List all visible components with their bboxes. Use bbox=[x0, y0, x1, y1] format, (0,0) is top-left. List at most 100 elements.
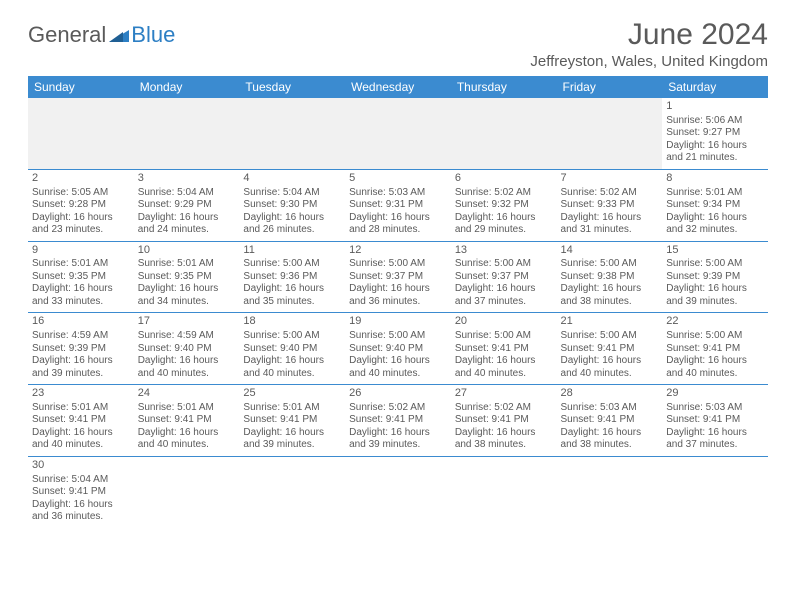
calendar-week-row: 2Sunrise: 5:05 AMSunset: 9:28 PMDaylight… bbox=[28, 169, 768, 241]
day-number: 3 bbox=[138, 172, 236, 186]
day-number: 26 bbox=[349, 387, 447, 401]
sunset-text: Sunset: 9:27 PM bbox=[666, 127, 764, 140]
sunset-text: Sunset: 9:41 PM bbox=[666, 414, 764, 427]
day-cell: 2Sunrise: 5:05 AMSunset: 9:28 PMDaylight… bbox=[28, 169, 134, 241]
daylight-text: Daylight: 16 hours and 39 minutes. bbox=[349, 427, 447, 452]
title-block: June 2024 Jeffreyston, Wales, United Kin… bbox=[530, 18, 768, 70]
calendar-week-row: 9Sunrise: 5:01 AMSunset: 9:35 PMDaylight… bbox=[28, 241, 768, 313]
daylight-text: Daylight: 16 hours and 29 minutes. bbox=[455, 212, 553, 237]
daylight-text: Daylight: 16 hours and 33 minutes. bbox=[32, 283, 130, 308]
brand-part1: General bbox=[28, 22, 106, 48]
sunrise-text: Sunrise: 5:06 AM bbox=[666, 115, 764, 128]
day-number: 7 bbox=[561, 172, 659, 186]
sunset-text: Sunset: 9:31 PM bbox=[349, 199, 447, 212]
day-number: 16 bbox=[32, 315, 130, 329]
sunset-text: Sunset: 9:30 PM bbox=[243, 199, 341, 212]
day-cell: 28Sunrise: 5:03 AMSunset: 9:41 PMDayligh… bbox=[557, 385, 663, 457]
day-number: 10 bbox=[138, 244, 236, 258]
sunset-text: Sunset: 9:36 PM bbox=[243, 271, 341, 284]
day-cell: 11Sunrise: 5:00 AMSunset: 9:36 PMDayligh… bbox=[239, 241, 345, 313]
day-cell: 29Sunrise: 5:03 AMSunset: 9:41 PMDayligh… bbox=[662, 385, 768, 457]
weekday-header-cell: Tuesday bbox=[239, 76, 345, 98]
sunset-text: Sunset: 9:41 PM bbox=[666, 343, 764, 356]
brand-logo: General Blue bbox=[28, 22, 175, 48]
daylight-text: Daylight: 16 hours and 36 minutes. bbox=[349, 283, 447, 308]
sunrise-text: Sunrise: 5:00 AM bbox=[455, 330, 553, 343]
weekday-header: SundayMondayTuesdayWednesdayThursdayFrid… bbox=[28, 76, 768, 98]
day-cell: 14Sunrise: 5:00 AMSunset: 9:38 PMDayligh… bbox=[557, 241, 663, 313]
day-number: 25 bbox=[243, 387, 341, 401]
sunrise-text: Sunrise: 5:03 AM bbox=[349, 187, 447, 200]
empty-cell bbox=[451, 456, 557, 527]
day-number: 22 bbox=[666, 315, 764, 329]
day-cell: 7Sunrise: 5:02 AMSunset: 9:33 PMDaylight… bbox=[557, 169, 663, 241]
day-number: 30 bbox=[32, 459, 130, 473]
sunrise-text: Sunrise: 5:02 AM bbox=[349, 402, 447, 415]
empty-cell bbox=[239, 456, 345, 527]
sunset-text: Sunset: 9:38 PM bbox=[561, 271, 659, 284]
calendar-week-row: 23Sunrise: 5:01 AMSunset: 9:41 PMDayligh… bbox=[28, 385, 768, 457]
sunrise-text: Sunrise: 5:00 AM bbox=[666, 330, 764, 343]
day-number: 29 bbox=[666, 387, 764, 401]
sunset-text: Sunset: 9:39 PM bbox=[666, 271, 764, 284]
day-cell: 8Sunrise: 5:01 AMSunset: 9:34 PMDaylight… bbox=[662, 169, 768, 241]
day-number: 17 bbox=[138, 315, 236, 329]
empty-cell bbox=[345, 456, 451, 527]
sunrise-text: Sunrise: 5:01 AM bbox=[243, 402, 341, 415]
sunrise-text: Sunrise: 5:00 AM bbox=[349, 258, 447, 271]
day-cell: 21Sunrise: 5:00 AMSunset: 9:41 PMDayligh… bbox=[557, 313, 663, 385]
day-number: 27 bbox=[455, 387, 553, 401]
daylight-text: Daylight: 16 hours and 40 minutes. bbox=[243, 355, 341, 380]
sunrise-text: Sunrise: 5:00 AM bbox=[243, 330, 341, 343]
day-number: 24 bbox=[138, 387, 236, 401]
sunrise-text: Sunrise: 5:01 AM bbox=[138, 402, 236, 415]
day-number: 20 bbox=[455, 315, 553, 329]
day-cell: 25Sunrise: 5:01 AMSunset: 9:41 PMDayligh… bbox=[239, 385, 345, 457]
sunset-text: Sunset: 9:41 PM bbox=[138, 414, 236, 427]
day-number: 1 bbox=[666, 100, 764, 114]
daylight-text: Daylight: 16 hours and 23 minutes. bbox=[32, 212, 130, 237]
day-number: 6 bbox=[455, 172, 553, 186]
day-cell: 6Sunrise: 5:02 AMSunset: 9:32 PMDaylight… bbox=[451, 169, 557, 241]
daylight-text: Daylight: 16 hours and 39 minutes. bbox=[666, 283, 764, 308]
sunrise-text: Sunrise: 5:03 AM bbox=[666, 402, 764, 415]
day-cell: 27Sunrise: 5:02 AMSunset: 9:41 PMDayligh… bbox=[451, 385, 557, 457]
sunrise-text: Sunrise: 5:00 AM bbox=[561, 330, 659, 343]
day-cell: 18Sunrise: 5:00 AMSunset: 9:40 PMDayligh… bbox=[239, 313, 345, 385]
sunset-text: Sunset: 9:35 PM bbox=[32, 271, 130, 284]
daylight-text: Daylight: 16 hours and 38 minutes. bbox=[561, 427, 659, 452]
sunrise-text: Sunrise: 5:02 AM bbox=[455, 187, 553, 200]
day-cell: 23Sunrise: 5:01 AMSunset: 9:41 PMDayligh… bbox=[28, 385, 134, 457]
sunrise-text: Sunrise: 5:00 AM bbox=[455, 258, 553, 271]
day-cell: 17Sunrise: 4:59 AMSunset: 9:40 PMDayligh… bbox=[134, 313, 240, 385]
sunset-text: Sunset: 9:37 PM bbox=[455, 271, 553, 284]
daylight-text: Daylight: 16 hours and 24 minutes. bbox=[138, 212, 236, 237]
daylight-text: Daylight: 16 hours and 40 minutes. bbox=[561, 355, 659, 380]
day-number: 23 bbox=[32, 387, 130, 401]
calendar-week-row: 16Sunrise: 4:59 AMSunset: 9:39 PMDayligh… bbox=[28, 313, 768, 385]
weekday-header-cell: Monday bbox=[134, 76, 240, 98]
daylight-text: Daylight: 16 hours and 21 minutes. bbox=[666, 140, 764, 165]
empty-cell bbox=[134, 456, 240, 527]
day-number: 11 bbox=[243, 244, 341, 258]
day-cell: 13Sunrise: 5:00 AMSunset: 9:37 PMDayligh… bbox=[451, 241, 557, 313]
sunrise-text: Sunrise: 5:01 AM bbox=[32, 402, 130, 415]
day-number: 13 bbox=[455, 244, 553, 258]
daylight-text: Daylight: 16 hours and 37 minutes. bbox=[455, 283, 553, 308]
sunset-text: Sunset: 9:37 PM bbox=[349, 271, 447, 284]
empty-cell bbox=[28, 98, 134, 169]
sunset-text: Sunset: 9:41 PM bbox=[32, 486, 130, 499]
day-number: 12 bbox=[349, 244, 447, 258]
sunset-text: Sunset: 9:40 PM bbox=[349, 343, 447, 356]
empty-cell bbox=[345, 98, 451, 169]
sunrise-text: Sunrise: 5:00 AM bbox=[561, 258, 659, 271]
header-row: General Blue June 2024 Jeffreyston, Wale… bbox=[28, 18, 768, 70]
daylight-text: Daylight: 16 hours and 35 minutes. bbox=[243, 283, 341, 308]
daylight-text: Daylight: 16 hours and 40 minutes. bbox=[32, 427, 130, 452]
empty-cell bbox=[239, 98, 345, 169]
day-cell: 15Sunrise: 5:00 AMSunset: 9:39 PMDayligh… bbox=[662, 241, 768, 313]
day-number: 21 bbox=[561, 315, 659, 329]
day-number: 8 bbox=[666, 172, 764, 186]
weekday-header-cell: Sunday bbox=[28, 76, 134, 98]
daylight-text: Daylight: 16 hours and 38 minutes. bbox=[455, 427, 553, 452]
